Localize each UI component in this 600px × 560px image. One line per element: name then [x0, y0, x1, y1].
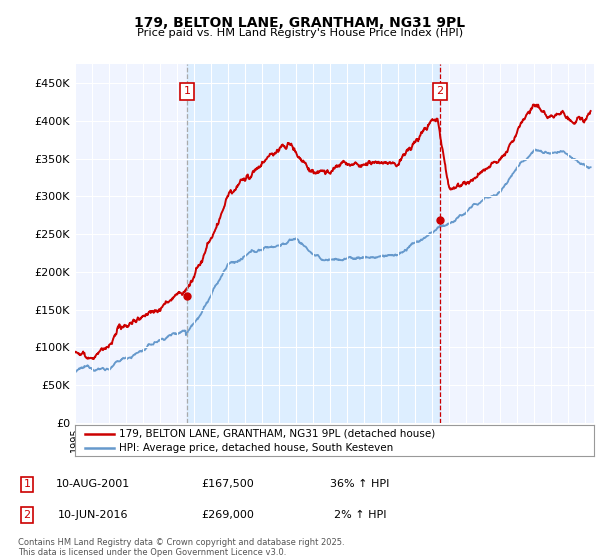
- Text: Contains HM Land Registry data © Crown copyright and database right 2025.
This d: Contains HM Land Registry data © Crown c…: [18, 538, 344, 557]
- Text: 10-JUN-2016: 10-JUN-2016: [58, 510, 128, 520]
- Text: £269,000: £269,000: [202, 510, 254, 520]
- Text: 179, BELTON LANE, GRANTHAM, NG31 9PL (detached house): 179, BELTON LANE, GRANTHAM, NG31 9PL (de…: [119, 428, 436, 438]
- Text: 1: 1: [184, 86, 191, 96]
- Text: 1: 1: [23, 479, 31, 489]
- Text: 2% ↑ HPI: 2% ↑ HPI: [334, 510, 386, 520]
- Text: 179, BELTON LANE, GRANTHAM, NG31 9PL: 179, BELTON LANE, GRANTHAM, NG31 9PL: [134, 16, 466, 30]
- Text: £167,500: £167,500: [202, 479, 254, 489]
- Text: 36% ↑ HPI: 36% ↑ HPI: [331, 479, 389, 489]
- Text: HPI: Average price, detached house, South Kesteven: HPI: Average price, detached house, Sout…: [119, 443, 394, 453]
- Bar: [187, 64, 440, 423]
- Text: Price paid vs. HM Land Registry's House Price Index (HPI): Price paid vs. HM Land Registry's House …: [137, 28, 463, 38]
- Text: 10-AUG-2001: 10-AUG-2001: [56, 479, 130, 489]
- Text: 2: 2: [23, 510, 31, 520]
- Text: 2: 2: [436, 86, 443, 96]
